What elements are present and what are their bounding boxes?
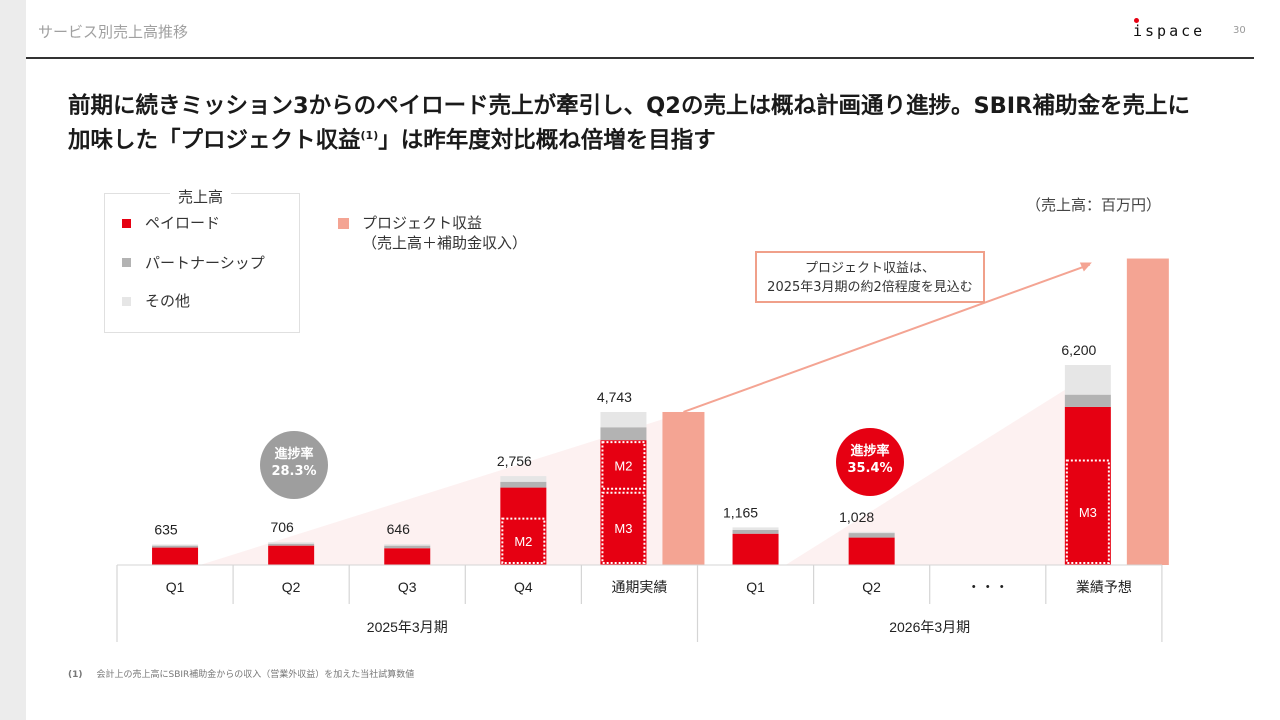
mission-label-m2: M2: [614, 458, 632, 473]
bar-segment-payload: [384, 548, 431, 565]
headline-line2-pre: 加味した「プロジェクト収益: [68, 127, 361, 154]
bar-segment-other: [1064, 364, 1111, 395]
legend-swatch-project: [338, 218, 349, 229]
bar-total-label: 1,165: [723, 504, 758, 520]
mission-label-m3: M3: [1079, 505, 1097, 520]
progress-value: 28.3%: [271, 464, 317, 479]
progress-badge-fy2025: 進捗率 28.3%: [260, 431, 328, 499]
category-label: Q2: [862, 579, 881, 595]
header-divider: [26, 57, 1254, 59]
category-label: Q1: [166, 579, 185, 595]
footnote-text: 会計上の売上高にSBIR補助金からの収入（営業外収益）を加えた当社試算数値: [96, 670, 415, 680]
headline-footnote-ref: (1): [360, 129, 379, 142]
progress-label: 進捗率: [274, 447, 314, 462]
fiscal-year-label: 2026年3月期: [889, 619, 970, 635]
bar-segment-other: [848, 531, 895, 534]
footnote-mark: (1): [68, 670, 83, 680]
legend-title: 売上高: [170, 186, 232, 207]
page-number: 30: [1233, 25, 1246, 36]
bar-segment-other: [268, 542, 315, 544]
mission-label-m2: M2: [514, 534, 532, 549]
mission-box-m3: [1065, 459, 1110, 564]
project-revenue-bar: [1126, 258, 1169, 565]
bar-segment-other: [500, 476, 547, 482]
section-title: サービス別売上高推移: [38, 23, 189, 41]
legend-item-project-sub: （売上高＋補助金収入）: [362, 234, 528, 252]
bar-segment-partnership: [152, 545, 199, 548]
progress-value: 35.4%: [847, 461, 893, 476]
bar-segment-payload: [152, 547, 199, 565]
callout-line2: 2025年3月期の約2倍程度を見込む: [767, 280, 973, 295]
legend-swatch-partnership: [122, 258, 131, 267]
trend-arrow-head: [1079, 262, 1092, 272]
growth-wedge-fy2025: [200, 413, 680, 565]
category-label: Q2: [282, 579, 301, 595]
bar-segment-other: [732, 527, 779, 530]
left-margin-strip: [0, 0, 26, 720]
bar-segment-other: [384, 544, 431, 546]
bar-segment-partnership: [500, 481, 547, 488]
bar-segment-partnership: [384, 545, 431, 549]
legend-item-partnership: パートナーシップ: [145, 254, 265, 272]
bar-total-label: 646: [387, 521, 411, 537]
bar-segment-partnership: [1064, 394, 1111, 407]
category-label: Q1: [746, 579, 765, 595]
project-revenue-bar: [662, 411, 705, 565]
bar-segment-payload: [500, 487, 547, 565]
bar-segment-payload: [732, 533, 779, 565]
bar-segment-payload: [600, 440, 647, 565]
bar-segment-partnership: [848, 533, 895, 538]
bar-segment-other: [152, 544, 199, 546]
page-headline: 前期に続きミッション3からのペイロード売上が牽引し、Q2の売上は概ね計画通り進捗…: [68, 92, 1243, 156]
headline-line1: 前期に続きミッション3からのペイロード売上が牽引し、Q2の売上は概ね計画通り進捗…: [68, 93, 1190, 119]
mission-label-m3: M3: [614, 521, 632, 536]
legend-item-project: プロジェクト収益: [362, 214, 483, 232]
mission-box-m3: [601, 491, 646, 564]
trend-arrow-line: [683, 263, 1091, 413]
bar-segment-other: [600, 411, 647, 428]
legend-item-other: その他: [145, 292, 191, 310]
category-label: 業績予想: [1076, 579, 1132, 595]
bar-total-label: 1,028: [839, 509, 874, 525]
legend-swatch-other: [122, 297, 131, 306]
category-label: Q3: [398, 579, 417, 595]
mission-box-m2: [501, 517, 546, 564]
legend-item-payload: ペイロード: [145, 214, 221, 232]
progress-label: 進捗率: [850, 444, 890, 459]
unit-note: （売上高：百万円）: [1026, 196, 1162, 214]
legend-swatch-payload: [122, 219, 131, 228]
footnote: (1) 会計上の売上高にSBIR補助金からの収入（営業外収益）を加えた当社試算数値: [68, 667, 414, 680]
fiscal-year-label: 2025年3月期: [367, 619, 448, 635]
logo-dot: [1134, 18, 1139, 23]
bar-segment-payload: [268, 545, 315, 565]
bar-segment-payload: [1064, 406, 1111, 565]
category-label: Q4: [514, 579, 533, 595]
company-logo: ispace: [1133, 22, 1206, 40]
bar-total-label: 2,756: [497, 453, 532, 469]
callout-line1: プロジェクト収益は、: [804, 261, 935, 276]
bar-segment-payload: [848, 537, 895, 565]
headline-line2-post: 」は昨年度対比概ね倍増を目指す: [378, 127, 716, 154]
project-revenue-callout: プロジェクト収益は、 2025年3月期の約2倍程度を見込む: [755, 251, 985, 303]
mission-box-m2: [601, 441, 646, 490]
bar-total-label: 6,200: [1061, 342, 1096, 358]
bar-segment-partnership: [600, 427, 647, 441]
category-label: ・・・: [967, 579, 1009, 595]
bar-segment-partnership: [732, 529, 779, 534]
bar-segment-partnership: [268, 543, 315, 546]
progress-badge-fy2026: 進捗率 35.4%: [836, 428, 904, 496]
category-label: 通期実績: [611, 579, 667, 595]
growth-wedge-fy2026: [785, 367, 1100, 565]
bar-total-label: 635: [154, 522, 178, 538]
bar-total-label: 4,743: [597, 389, 632, 405]
bar-total-label: 706: [270, 519, 294, 535]
